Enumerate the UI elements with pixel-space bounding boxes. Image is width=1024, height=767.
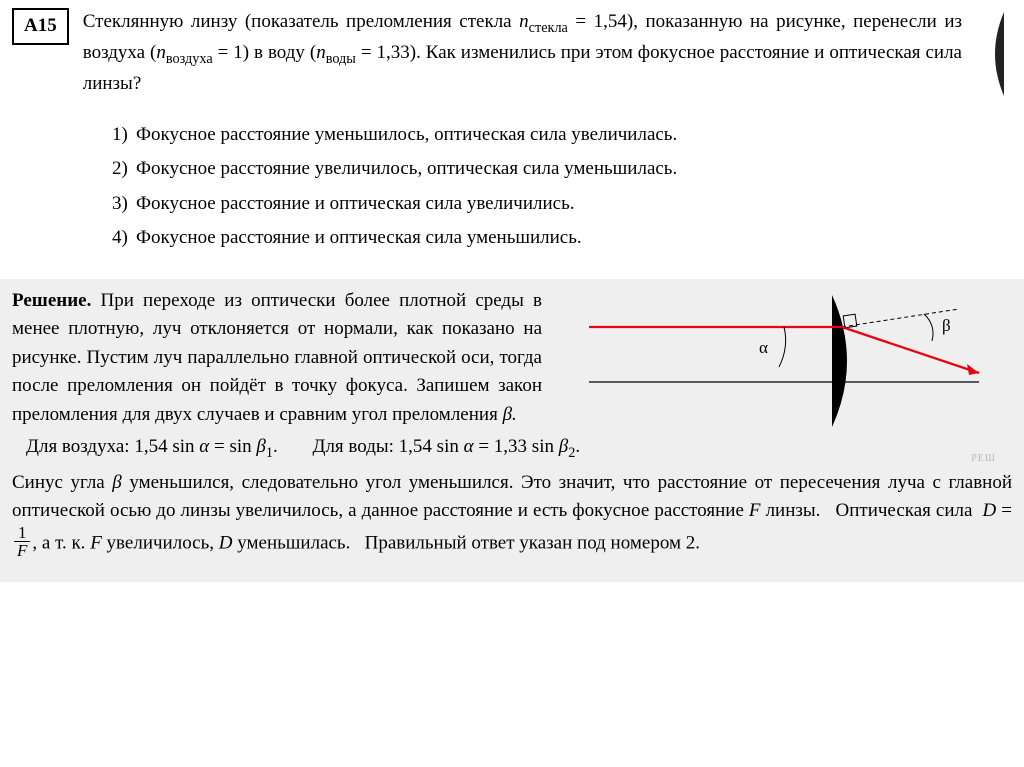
option-4: 4)Фокусное расстояние и оптическая сила … (112, 224, 1012, 253)
option-2: 2)Фокусное расстояние увеличилось, оптич… (112, 155, 1012, 184)
air-formula: 1,54 sin α = sin β1. (134, 433, 277, 464)
watermark: РЕШ (971, 451, 996, 466)
solution-section: α β РЕШ Решение. При переходе из оптичес… (0, 279, 1024, 582)
option-1-text: Фокусное расстояние уменьшилось, оптичес… (136, 124, 677, 145)
water-label: Для воды: (312, 433, 393, 462)
option-3: 3)Фокусное расстояние и оптическая сила … (112, 190, 1012, 219)
solution-para-2: Синус угла β уменьшился, следовательно у… (12, 469, 1012, 563)
solution-para-1: Решение. При переходе из оптически более… (12, 287, 542, 430)
formula-row: Для воздуха: 1,54 sin α = sin β1. Для во… (26, 433, 1012, 464)
problem-badge: А15 (12, 8, 69, 45)
svg-text:β: β (942, 316, 951, 335)
option-3-text: Фокусное расстояние и оптическая сила ув… (136, 193, 574, 214)
svg-text:α: α (759, 338, 768, 357)
problem-section: А15 Стеклянную линзу (показатель преломл… (0, 0, 1024, 279)
solution-para-1-text: При переходе из оптически более плотной … (12, 290, 542, 425)
water-formula: 1,54 sin α = 1,33 sin β2. (399, 433, 580, 464)
lens-icon (984, 10, 1006, 98)
option-4-text: Фокусное расстояние и оптическая сила ум… (136, 227, 582, 248)
option-2-text: Фокусное расстояние увеличилось, оптичес… (136, 158, 677, 179)
air-label: Для воздуха: (26, 433, 130, 462)
problem-text: Стеклянную линзу (показатель преломления… (83, 8, 1012, 99)
options-list: 1)Фокусное расстояние уменьшилось, оптич… (112, 121, 1012, 253)
solution-title: Решение. (12, 290, 91, 311)
option-1: 1)Фокусное расстояние уменьшилось, оптич… (112, 121, 1012, 150)
beta-symbol: β. (503, 404, 517, 425)
refraction-diagram: α β (584, 287, 984, 437)
